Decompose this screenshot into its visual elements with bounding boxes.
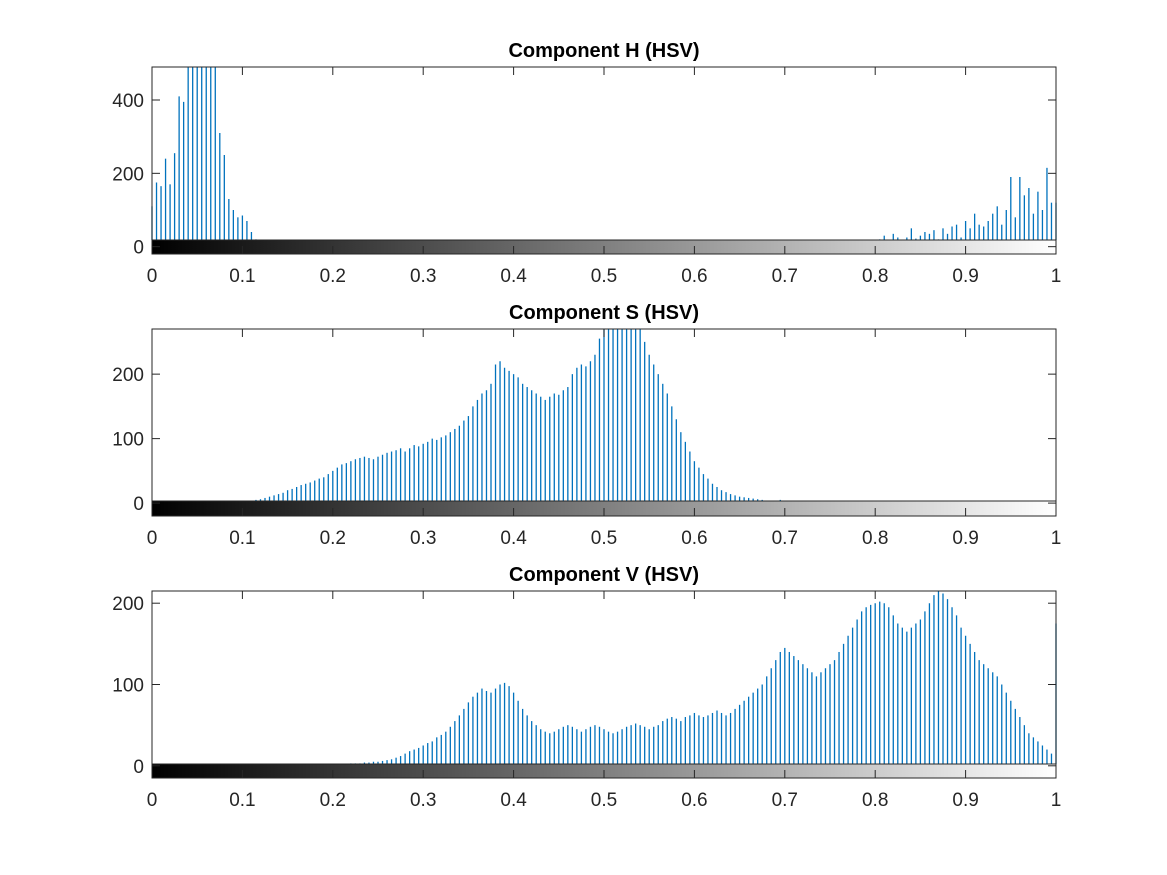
panel-h: Component H (HSV) 0 0.1 0.2 0.3 0.4 0.5 0.6 0.7… <box>112 40 1061 287</box>
panel-s-bars <box>241 329 894 503</box>
panel-h-bars <box>151 67 1057 246</box>
panel-s-xtick-label-3: 0.3 <box>410 528 436 549</box>
panel-h-axes <box>151 66 1057 255</box>
panel-s-ytick-label-1: 100 <box>112 430 144 451</box>
panel-v-xtick-label-0: 0 <box>147 790 158 811</box>
panel-v: Component V (HSV) 0 0.1 0.2 0.3 0.4 0.5 0.6 0.7… <box>112 564 1061 811</box>
panel-h-xtick-label-6: 0.6 <box>681 266 707 287</box>
panel-h-xtick-label-4: 0.4 <box>500 266 527 287</box>
panel-s-xtick-label-4: 0.4 <box>500 528 527 549</box>
panel-h-ytick-label-0: 0 <box>133 238 144 259</box>
panel-h-xtick-label-1: 0.1 <box>229 266 255 287</box>
panel-v-xtick-label-9: 0.9 <box>952 790 978 811</box>
panel-h-xtick-label-8: 0.8 <box>862 266 888 287</box>
panel-v-xtick-label-6: 0.6 <box>681 790 707 811</box>
panel-v-xtick-label-10: 1 <box>1051 790 1062 811</box>
panel-v-title: Component V (HSV) <box>509 564 699 586</box>
panel-s-xtick-label-2: 0.2 <box>320 528 346 549</box>
panel-v-xtick-label-3: 0.3 <box>410 790 436 811</box>
panel-v-ytick-label-2: 200 <box>112 594 144 615</box>
panel-h-xtick-label-9: 0.9 <box>952 266 978 287</box>
panel-v-xtick-label-5: 0.5 <box>591 790 617 811</box>
panel-s-xtick-label-1: 0.1 <box>229 528 255 549</box>
panel-s-ytick-label-2: 200 <box>112 365 144 386</box>
panel-v-xtick-label-7: 0.7 <box>772 790 798 811</box>
panel-h-xtick-label-7: 0.7 <box>772 266 798 287</box>
panel-h-xtick-label-10: 1 <box>1051 266 1062 287</box>
panel-s-xtick-label-6: 0.6 <box>681 528 707 549</box>
panel-h-ytick-label-2: 400 <box>112 91 144 112</box>
panel-v-xtick-label-1: 0.1 <box>229 790 255 811</box>
panel-s-xtick-label-8: 0.8 <box>862 528 888 549</box>
panel-s-xtick-label-5: 0.5 <box>591 528 617 549</box>
panel-s-ytick-label-0: 0 <box>133 494 144 515</box>
panel-h-xtick-label-2: 0.2 <box>320 266 346 287</box>
panel-v-bars <box>332 591 1057 765</box>
panel-h-xtick-label-0: 0 <box>147 266 158 287</box>
panel-h-xtick-label-5: 0.5 <box>591 266 617 287</box>
panel-h-xtick-label-3: 0.3 <box>410 266 436 287</box>
panel-s-xtick-label-10: 1 <box>1051 528 1062 549</box>
panel-v-xtick-label-8: 0.8 <box>862 790 888 811</box>
panel-s-xtick-label-9: 0.9 <box>952 528 978 549</box>
panel-v-xtick-label-2: 0.2 <box>320 790 346 811</box>
panel-v-xtick-label-4: 0.4 <box>500 790 527 811</box>
panel-v-ytick-label-1: 100 <box>112 676 144 697</box>
panel-s-xtick-label-7: 0.7 <box>772 528 798 549</box>
panel-s-xtick-label-0: 0 <box>147 528 158 549</box>
panel-h-ytick-label-1: 200 <box>112 164 144 185</box>
panel-s-title: Component S (HSV) <box>509 302 699 324</box>
panel-v-ytick-label-0: 0 <box>133 757 144 778</box>
panel-s: Component S (HSV) 0 0.1 0.2 0.3 0.4 0.5 0.6 0.7… <box>112 302 1061 549</box>
panel-h-title: Component H (HSV) <box>508 40 699 62</box>
